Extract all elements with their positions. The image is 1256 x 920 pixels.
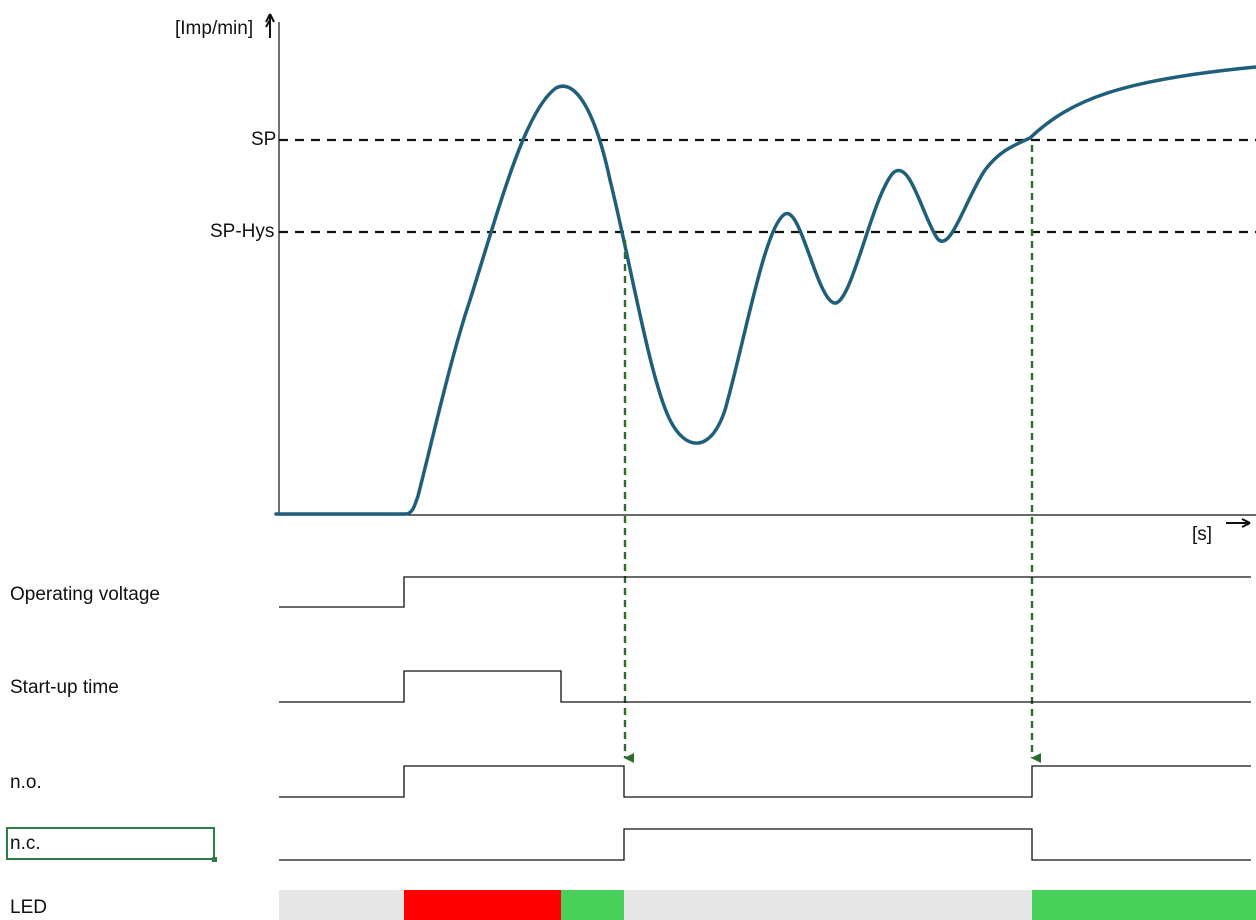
row-label-operating-voltage: Operating voltage: [10, 584, 160, 605]
row-label-startup-time: Start-up time: [10, 677, 119, 698]
nc-signal: [279, 828, 1251, 861]
sp-hys-label: SP-Hys: [210, 221, 275, 242]
x-axis-arrow-icon: [1226, 518, 1251, 528]
y-axis-label: [Imp/min]: [175, 18, 254, 39]
led-green-segment: [1032, 890, 1256, 920]
row-label-nc: n.c.: [10, 833, 41, 854]
led-off-segment: [624, 890, 1032, 920]
operating-voltage-signal: [279, 576, 1251, 608]
startup-time-signal: [279, 670, 1251, 703]
no-signal: [279, 765, 1251, 798]
led-red-segment: [404, 890, 561, 920]
led-green-segment: [561, 890, 624, 920]
x-axis-label: [s]: [1192, 524, 1213, 545]
selected-cell[interactable]: [6, 827, 217, 862]
sp-label: SP: [251, 129, 277, 150]
y-axis-arrow-icon: [265, 13, 275, 38]
impulse-rate-curve: [274, 65, 1256, 516]
row-label-led: LED: [10, 897, 47, 918]
led-off-segment: [279, 890, 404, 920]
row-label-no: n.o.: [10, 772, 42, 793]
